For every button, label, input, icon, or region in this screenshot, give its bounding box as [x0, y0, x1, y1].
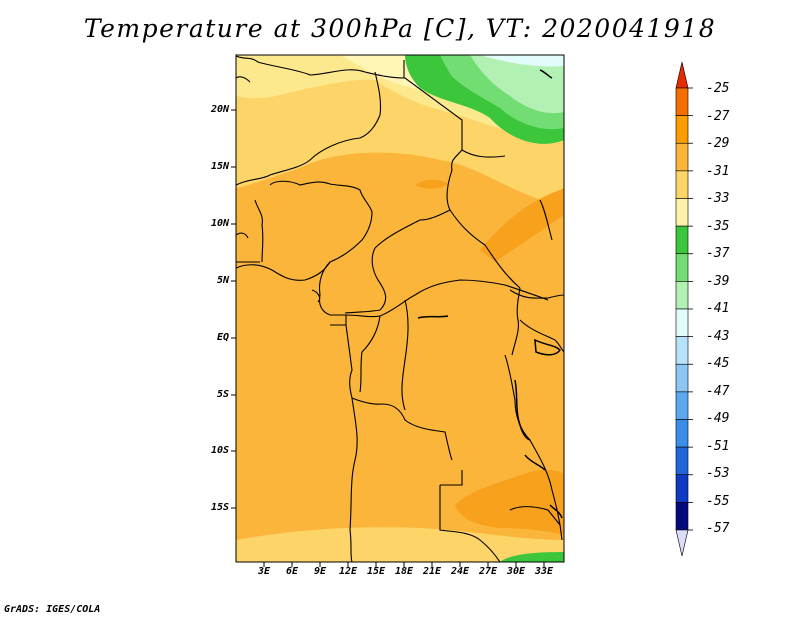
- legend-swatch: [675, 419, 689, 448]
- legend-label: -27: [706, 109, 730, 124]
- legend-swatch: [675, 502, 689, 531]
- lat-label-15s: 15S: [210, 502, 229, 513]
- legend-top-arrow: [675, 61, 689, 89]
- legend-swatch: [675, 308, 689, 337]
- legend-swatch: [675, 87, 689, 116]
- legend-label: -41: [706, 301, 730, 316]
- lon-label-18e: 18E: [394, 566, 414, 577]
- lat-label-eq: EQ: [216, 332, 229, 343]
- lon-label-12e: 12E: [338, 566, 358, 577]
- grads-credit: GrADS: IGES/COLA: [4, 604, 101, 615]
- lat-label-15n: 15N: [210, 161, 229, 172]
- map-border: [235, 54, 565, 563]
- country-borders: [236, 55, 564, 562]
- legend-swatch: [675, 474, 689, 503]
- legend-swatch: [675, 281, 689, 310]
- legend-swatch: [675, 225, 689, 255]
- legend-label: -49: [706, 411, 730, 426]
- legend-swatch: [675, 142, 689, 172]
- lat-label-10s: 10S: [210, 445, 229, 456]
- legend-label: -45: [706, 356, 730, 371]
- lon-label-3e: 3E: [257, 566, 271, 577]
- legend-label: -35: [706, 219, 730, 234]
- legend-label: -57: [706, 521, 730, 536]
- field-warm-nw: [415, 179, 448, 189]
- lon-label-9e: 9E: [313, 566, 327, 577]
- field-band-south-37: [500, 552, 564, 562]
- legend-label: -47: [706, 384, 730, 399]
- legend-label: -43: [706, 329, 730, 344]
- lakes-and-coast: [417, 69, 563, 519]
- legend-label: -37: [706, 246, 730, 261]
- legend-label: -53: [706, 466, 730, 481]
- legend-label: -31: [706, 164, 730, 179]
- field-warm-se: [455, 469, 564, 535]
- legend-colorbar: [675, 61, 693, 557]
- legend-swatch: [675, 170, 689, 199]
- legend-swatch: [675, 391, 689, 420]
- lon-ticks: [263, 562, 545, 567]
- legend-swatch: [675, 115, 689, 144]
- legend-swatch: [675, 336, 689, 365]
- legend-swatch: [675, 253, 689, 282]
- legend-label: -33: [706, 191, 730, 206]
- legend-label: -29: [706, 136, 730, 151]
- legend-swatch: [675, 363, 689, 393]
- legend-label: -39: [706, 274, 730, 289]
- lat-label-5n: 5N: [216, 275, 229, 286]
- legend-label: -55: [706, 494, 730, 509]
- legend-swatch: [675, 446, 689, 476]
- temperature-field: [236, 55, 564, 562]
- lon-label-27e: 27E: [478, 566, 498, 577]
- lat-label-20n: 20N: [210, 104, 229, 115]
- lat-label-5s: 5S: [216, 389, 229, 400]
- lat-label-10n: 10N: [210, 218, 229, 229]
- legend-label: -25: [706, 81, 730, 96]
- lon-label-15e: 15E: [366, 566, 386, 577]
- lon-label-30e: 30E: [506, 566, 526, 577]
- lat-ticks: [231, 109, 236, 509]
- field-band-43: [480, 55, 564, 67]
- lon-label-33e: 33E: [534, 566, 554, 577]
- field-band-south-31: [236, 527, 564, 562]
- lon-label-24e: 24E: [450, 566, 470, 577]
- legend-bottom-arrow: [675, 529, 689, 557]
- legend-swatch: [675, 198, 689, 227]
- map-title: Temperature at 300hPa [C], VT: 202004191…: [83, 14, 717, 43]
- lon-label-6e: 6E: [285, 566, 299, 577]
- legend-label: -51: [706, 439, 730, 454]
- lon-label-21e: 21E: [422, 566, 442, 577]
